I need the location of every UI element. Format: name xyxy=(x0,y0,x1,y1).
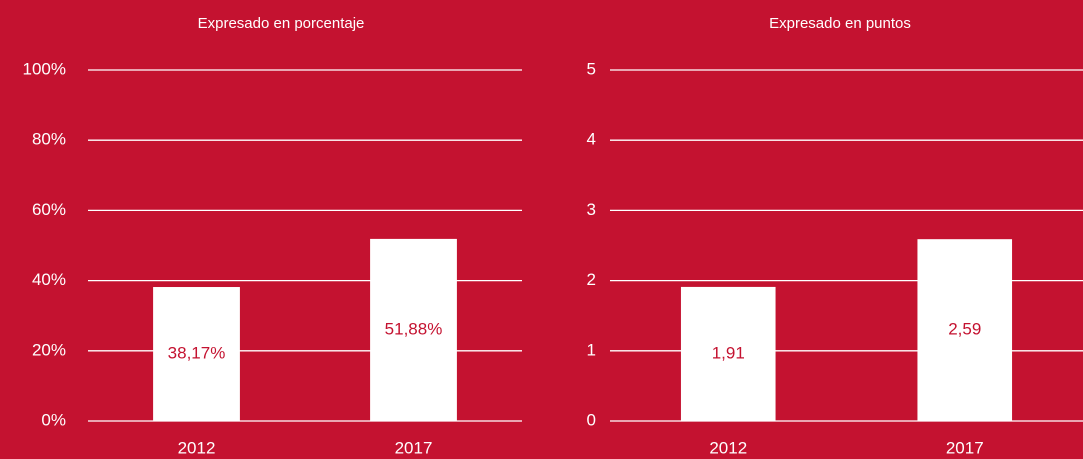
y-tick-label: 80% xyxy=(32,130,66,149)
y-tick-label: 40% xyxy=(32,270,66,289)
chart-title: Expresado en porcentaje xyxy=(198,15,365,32)
x-tick-label: 2017 xyxy=(395,438,433,457)
bar xyxy=(680,286,776,421)
x-tick-label: 2012 xyxy=(709,438,747,457)
bar xyxy=(370,238,457,421)
y-tick-label: 20% xyxy=(32,340,66,359)
y-tick-label: 1 xyxy=(587,340,596,359)
y-tick-label: 0 xyxy=(587,410,596,429)
value-label: 1,91 xyxy=(712,343,745,362)
value-label: 51,88% xyxy=(385,319,443,338)
y-tick-label: 2 xyxy=(587,270,596,289)
y-tick-label: 4 xyxy=(587,130,596,149)
y-tick-label: 100% xyxy=(23,59,66,78)
y-tick-label: 5 xyxy=(587,59,596,78)
bar xyxy=(917,239,1013,421)
value-label: 2,59 xyxy=(948,320,981,339)
y-tick-label: 3 xyxy=(587,200,596,219)
y-tick-label: 0% xyxy=(41,410,66,429)
x-tick-label: 2012 xyxy=(178,438,216,457)
chart-title: Expresado en puntos xyxy=(769,15,911,32)
bar xyxy=(153,287,240,421)
y-tick-label: 60% xyxy=(32,200,66,219)
value-label: 38,17% xyxy=(168,343,226,362)
x-tick-label: 2017 xyxy=(946,438,984,457)
